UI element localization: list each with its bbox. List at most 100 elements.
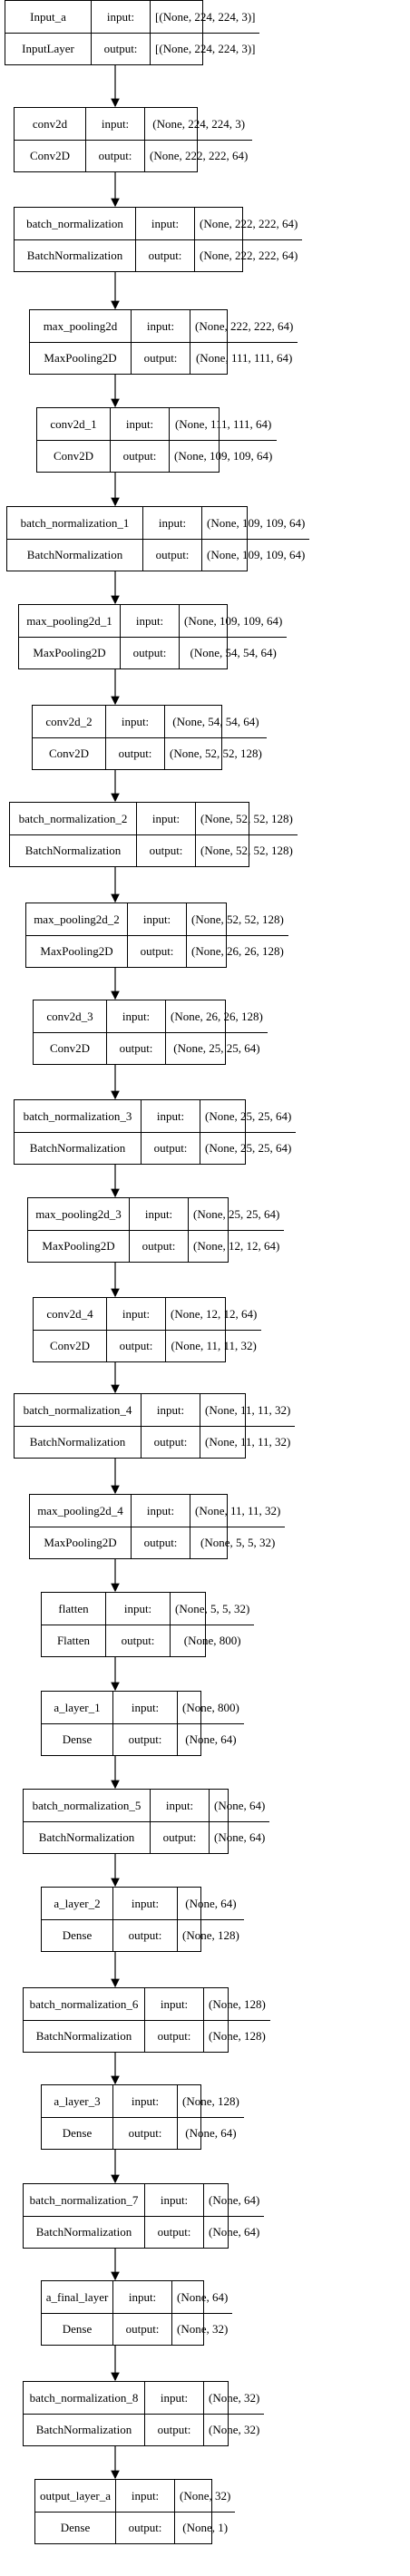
output-label: output:	[115, 2513, 174, 2543]
layer-name: max_pooling2d_4	[37, 1503, 123, 1517]
output-label: output:	[141, 1133, 200, 1164]
input-label: input:	[115, 2480, 174, 2512]
output-shape: (None, 12, 12, 64)	[188, 1231, 284, 1262]
output-label: output:	[105, 1625, 170, 1656]
output-label: output:	[144, 2415, 203, 2445]
input-label: input:	[106, 1298, 165, 1330]
layer-type: MaxPooling2D	[42, 1239, 115, 1253]
output-label: output:	[112, 1724, 177, 1755]
input-label: input:	[106, 1000, 165, 1032]
input-label: input:	[144, 1988, 203, 2020]
layer-name-row: batch_normalization_3 input: (None, 25, 25…	[15, 1100, 296, 1132]
layer-type-row: BatchNormalization output: (None, 52, 52, …	[10, 834, 298, 866]
layer-node: max_pooling2d_1 input: (None, 109, 109, 64…	[18, 604, 288, 669]
output-shape: (None, 128)	[203, 2021, 270, 2052]
input-label: input:	[150, 1790, 209, 1821]
layer-name: batch_normalization_2	[18, 811, 128, 825]
output-label: output:	[112, 1920, 177, 1951]
layer-node: Input_a input: [(None, 224, 224, 3)] InputL…	[5, 0, 260, 65]
output-shape: (None, 800)	[170, 1625, 254, 1656]
output-shape: (None, 111, 111, 64)	[190, 343, 298, 374]
input-label: input:	[142, 507, 201, 539]
output-label: output:	[106, 1033, 165, 1064]
layer-node: batch_normalization_4 input: (None, 11, 11…	[14, 1393, 296, 1459]
layer-name-row: Input_a input: [(None, 224, 224, 3)]	[5, 1, 259, 33]
layer-type-row: MaxPooling2D output: (None, 54, 54, 64)	[19, 637, 288, 668]
layer-name-row: max_pooling2d input: (None, 222, 222, 64)	[30, 310, 298, 342]
layer-name: batch_normalization_1	[20, 515, 130, 530]
layer-node: a_layer_2 input: (None, 64) Dense output: (No…	[41, 1887, 244, 1952]
layer-node: conv2d_1 input: (None, 111, 111, 64) Conv2D…	[36, 407, 278, 473]
layer-type-row: Conv2D output: (None, 25, 25, 64)	[34, 1032, 268, 1064]
layer-name-row: conv2d_3 input: (None, 26, 26, 128)	[34, 1000, 268, 1032]
layer-name: conv2d	[32, 116, 68, 131]
layer-name-row: batch_normalization_7 input: (None, 64)	[24, 2184, 264, 2216]
output-shape: (None, 11, 11, 32)	[200, 1427, 295, 1458]
output-shape: (None, 52, 52, 128)	[195, 835, 298, 866]
output-label: output:	[91, 34, 150, 64]
layer-node: a_final_layer input: (None, 64) Dense output…	[41, 2280, 233, 2346]
output-label: output:	[144, 2021, 203, 2052]
layer-name: output_layer_a	[40, 2488, 111, 2503]
output-shape: (None, 222, 222, 64)	[194, 240, 302, 271]
input-label: input:	[120, 605, 179, 637]
layer-type: Dense	[62, 2126, 93, 2140]
input-shape: (None, 11, 11, 32)	[190, 1495, 285, 1527]
layer-name-row: batch_normalization_5 input: (None, 64)	[24, 1790, 269, 1821]
layer-name: Input_a	[30, 9, 66, 24]
layer-type-row: Dense output: (None, 64)	[42, 2117, 244, 2149]
layer-type: Conv2D	[48, 746, 90, 760]
layer-name-row: batch_normalization_6 input: (None, 128)	[24, 1988, 270, 2020]
layer-type: MaxPooling2D	[44, 351, 117, 365]
layer-name-row: conv2d input: (None, 224, 224, 3)	[15, 108, 252, 140]
output-label: output:	[142, 540, 201, 571]
layer-name-row: flatten input: (None, 5, 5, 32)	[42, 1593, 254, 1625]
output-shape: (None, 26, 26, 128)	[186, 936, 288, 967]
layer-type-row: BatchNormalization output: (None, 64)	[24, 2216, 265, 2248]
layer-name: a_final_layer	[45, 2289, 109, 2304]
layer-node: conv2d input: (None, 224, 224, 3) Conv2D out…	[14, 107, 253, 172]
output-shape: (None, 32)	[203, 2415, 264, 2445]
layer-node: max_pooling2d_2 input: (None, 52, 52, 128)…	[25, 903, 288, 968]
layer-name-row: conv2d_4 input: (None, 12, 12, 64)	[34, 1298, 261, 1330]
layer-name: a_layer_1	[54, 1700, 101, 1714]
layer-type-row: MaxPooling2D output: (None, 26, 26, 128)	[26, 935, 288, 967]
layer-node: batch_normalization_3 input: (None, 25, 25…	[14, 1099, 297, 1165]
input-shape: (None, 5, 5, 32)	[170, 1593, 254, 1625]
output-label: output:	[85, 141, 144, 171]
input-label: input:	[136, 803, 195, 834]
layer-type: BatchNormalization	[24, 844, 122, 857]
input-shape: (None, 52, 52, 128)	[195, 803, 298, 834]
input-shape: (None, 12, 12, 64)	[165, 1298, 261, 1330]
output-label: output:	[112, 2314, 171, 2345]
layer-name: batch_normalization	[26, 216, 123, 230]
input-label: input:	[127, 903, 186, 935]
layer-name: max_pooling2d_3	[35, 1206, 122, 1221]
layer-node: batch_normalization input: (None, 222, 222…	[14, 207, 303, 272]
layer-name-row: batch_normalization input: (None, 222, 222…	[15, 208, 302, 239]
input-label: input:	[112, 2281, 171, 2313]
input-shape: (None, 64)	[171, 2281, 232, 2313]
output-shape: (None, 109, 109, 64)	[201, 540, 309, 571]
layer-name-row: batch_normalization_4 input: (None, 11, 11…	[15, 1394, 295, 1426]
input-label: input:	[144, 2382, 203, 2414]
input-shape: (None, 222, 222, 64)	[194, 208, 302, 239]
layer-node: a_layer_1 input: (None, 800) Dense output: (N…	[41, 1691, 244, 1756]
layer-type-row: Conv2D output: (None, 109, 109, 64)	[37, 440, 278, 472]
output-label: output:	[129, 1231, 188, 1262]
layer-name: batch_normalization_4	[23, 1402, 132, 1417]
input-shape: (None, 25, 25, 64)	[188, 1198, 284, 1230]
layer-name-row: max_pooling2d_3 input: (None, 25, 25, 64)	[28, 1198, 284, 1230]
output-shape: (None, 109, 109, 64)	[169, 441, 277, 472]
layer-node: max_pooling2d_3 input: (None, 25, 25, 64) M…	[27, 1197, 285, 1263]
layer-node: batch_normalization_7 input: (None, 64) Bat…	[23, 2183, 265, 2249]
layer-name-row: max_pooling2d_4 input: (None, 11, 11, 32)	[30, 1495, 285, 1527]
layer-name: a_layer_2	[54, 1896, 101, 1910]
layer-type-row: BatchNormalization output: (None, 11, 11, …	[15, 1426, 296, 1458]
output-shape: (None, 5, 5, 32)	[190, 1527, 285, 1558]
layer-type: MaxPooling2D	[40, 944, 113, 958]
layer-name-row: batch_normalization_8 input: (None, 32)	[24, 2382, 264, 2414]
layer-node: max_pooling2d_4 input: (None, 11, 11, 32) M…	[29, 1494, 286, 1559]
output-shape: (None, 64)	[209, 1822, 269, 1853]
